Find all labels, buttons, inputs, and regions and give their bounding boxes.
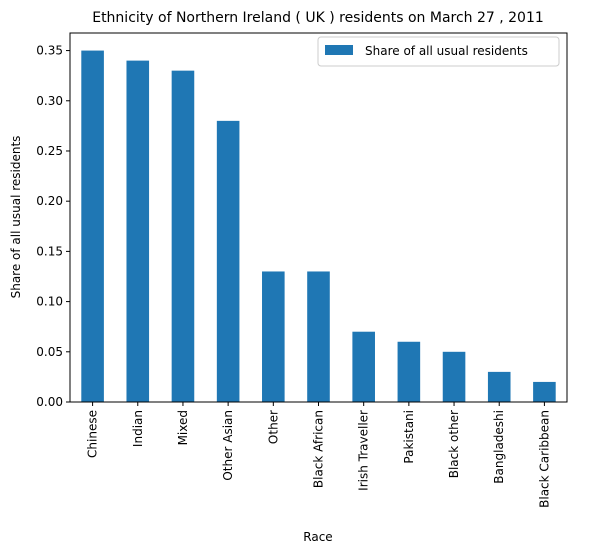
y-tick-label: 0.15: [36, 244, 63, 258]
bar-chinese: [81, 50, 104, 402]
bar-bangladeshi: [487, 371, 511, 402]
legend-swatch: [325, 45, 353, 55]
bar-mixed: [171, 70, 195, 403]
y-tick-label: 0.10: [36, 295, 63, 309]
legend-label: Share of all usual residents: [365, 44, 528, 58]
x-tick-label: Bangladeshi: [492, 410, 506, 484]
x-axis-label: Race: [303, 530, 332, 544]
legend-frame: [317, 36, 560, 67]
x-tick-label: Black African: [312, 410, 326, 488]
y-tick-label: 0.05: [36, 345, 63, 359]
bar-other: [262, 271, 285, 402]
bar-black-african: [307, 271, 330, 402]
bar-black-other: [442, 351, 466, 402]
y-axis-label: Share of all usual residents: [9, 136, 23, 299]
y-tick-label: 0.25: [36, 144, 63, 158]
y-tick-label: 0.20: [36, 194, 63, 208]
x-tick-label: Chinese: [86, 410, 100, 458]
y-tick-label: 0.35: [36, 44, 63, 58]
x-tick-label: Other Asian: [221, 410, 235, 481]
chart-title: Ethnicity of Northern Ireland ( UK ) res…: [92, 10, 544, 26]
y-tick-label: 0.00: [36, 395, 63, 409]
x-tick-label: Mixed: [176, 410, 190, 445]
x-tick-label: Other: [266, 410, 280, 444]
bar-indian: [126, 60, 150, 403]
x-tick-label: Pakistani: [402, 410, 416, 464]
bar-black-caribbean: [533, 381, 556, 402]
bar-other-asian: [216, 120, 240, 403]
plot-area: 0.00 0.05 0.10 0.15 0.20 0.25 0.30 0.35 Chinese I…: [36, 32, 568, 508]
x-tick-label: Black Caribbean: [537, 410, 551, 508]
x-tick-label: Black other: [447, 410, 461, 478]
x-tick-label: Irish Traveller: [357, 410, 371, 491]
y-tick-label: 0.30: [36, 94, 63, 108]
bar-irish-traveller: [352, 331, 375, 402]
legend: Share of all usual residents: [317, 36, 560, 67]
bar-pakistani: [397, 341, 421, 402]
x-tick-label: Indian: [131, 410, 145, 447]
